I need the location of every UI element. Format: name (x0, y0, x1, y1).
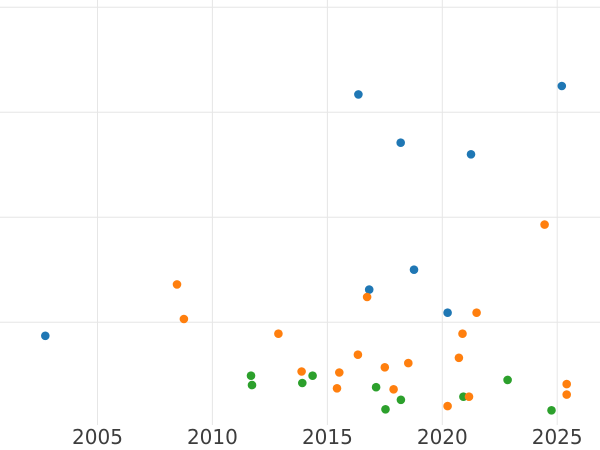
blue-series-point (409, 265, 419, 275)
green-series-point (371, 382, 381, 392)
orange-series-point (540, 220, 549, 229)
x-tick-label: 2010 (187, 425, 238, 449)
x-tick-label: 2005 (72, 425, 123, 449)
orange-series-point (389, 385, 398, 394)
orange-series-point (179, 314, 189, 324)
orange-series-point (562, 379, 571, 389)
orange-series-point (454, 353, 464, 363)
blue-series-point (364, 285, 374, 294)
blue-series-point (41, 331, 50, 341)
green-series-point (503, 375, 512, 385)
green-series-point (246, 371, 256, 381)
green-series-point (298, 378, 307, 388)
orange-series-point (274, 329, 283, 339)
orange-series-point (443, 401, 452, 411)
blue-series-point (396, 138, 406, 147)
green-series-point (547, 406, 556, 415)
green-series-point (247, 380, 257, 390)
green-series-point (381, 405, 390, 414)
orange-series-point (362, 292, 372, 302)
orange-series-point (332, 384, 342, 393)
orange-series-point (562, 390, 571, 399)
orange-series-point (472, 308, 481, 318)
blue-series-point (557, 81, 567, 91)
orange-series-point (464, 392, 474, 402)
orange-series-point (335, 368, 344, 377)
x-tick-label: 2025 (532, 425, 583, 449)
orange-series-point (172, 280, 182, 289)
blue-series-point (443, 308, 452, 318)
orange-series-point (380, 363, 390, 372)
blue-series-point (354, 90, 363, 99)
blue-series-point (466, 150, 476, 159)
orange-series-point (404, 358, 413, 368)
orange-series-point (458, 329, 467, 339)
orange-series-point (353, 350, 363, 360)
x-tick-label: 2015 (302, 425, 353, 449)
green-series-point (396, 395, 406, 405)
orange-series-point (297, 367, 306, 376)
green-series-point (308, 371, 317, 381)
x-tick-label: 2020 (417, 425, 468, 449)
